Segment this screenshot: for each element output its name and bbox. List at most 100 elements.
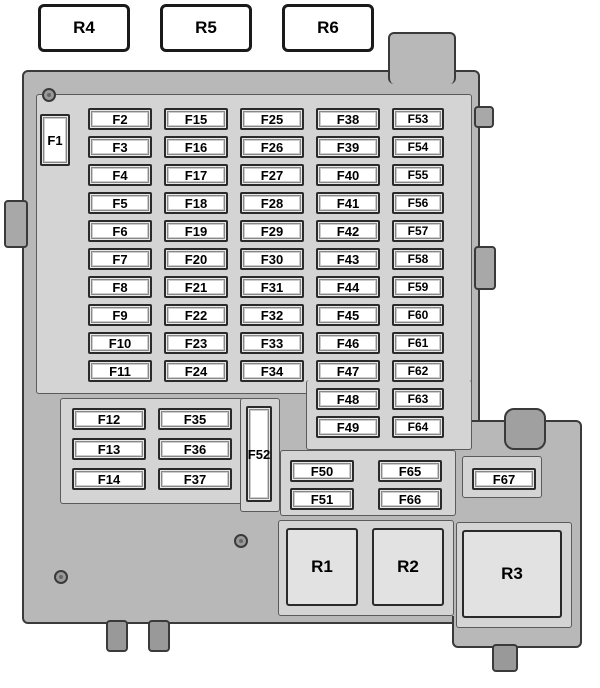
- fuse-F1: F1: [40, 114, 70, 166]
- fuse-F16: F16: [164, 136, 228, 158]
- relay-R4: R4: [38, 4, 130, 52]
- fuse-F50-label: F50: [293, 463, 351, 479]
- clip-left: [4, 200, 28, 248]
- fuse-F4-label: F4: [91, 167, 149, 183]
- fuse-F9: F9: [88, 304, 152, 326]
- fuse-F48-label: F48: [319, 391, 377, 407]
- fuse-F11-label: F11: [91, 363, 149, 379]
- fuse-F6-label: F6: [91, 223, 149, 239]
- fuse-F62: F62: [392, 360, 444, 382]
- fuse-F18-label: F18: [167, 195, 225, 211]
- fuse-F42-label: F42: [319, 223, 377, 239]
- fuse-F14: F14: [72, 468, 146, 490]
- fuse-F40: F40: [316, 164, 380, 186]
- fuse-F59-label: F59: [395, 279, 441, 295]
- fuse-F8: F8: [88, 276, 152, 298]
- fuse-F39-label: F39: [319, 139, 377, 155]
- fuse-F42: F42: [316, 220, 380, 242]
- fuse-F11: F11: [88, 360, 152, 382]
- fuse-F43: F43: [316, 248, 380, 270]
- fuse-F56-label: F56: [395, 195, 441, 211]
- fuse-F36-label: F36: [161, 441, 229, 457]
- fuse-F67: F67: [472, 468, 536, 490]
- fuse-F6: F6: [88, 220, 152, 242]
- fuse-F7: F7: [88, 248, 152, 270]
- relay-R3: R3: [462, 530, 562, 618]
- fuse-F32: F32: [240, 304, 304, 326]
- fuse-F20-label: F20: [167, 251, 225, 267]
- fuse-F64: F64: [392, 416, 444, 438]
- fuse-F17: F17: [164, 164, 228, 186]
- fuse-F57: F57: [392, 220, 444, 242]
- fuse-F60: F60: [392, 304, 444, 326]
- fuse-F65-label: F65: [381, 463, 439, 479]
- fuse-box-diagram: R4R5R6F1F2F3F4F5F6F7F8F9F10F11F15F16F17F…: [0, 0, 600, 688]
- fuse-F46-label: F46: [319, 335, 377, 351]
- fuse-F41-label: F41: [319, 195, 377, 211]
- fuse-F36: F36: [158, 438, 232, 460]
- housing-top-ext: [388, 32, 456, 84]
- fuse-F7-label: F7: [91, 251, 149, 267]
- fuse-F33: F33: [240, 332, 304, 354]
- fuse-F26: F26: [240, 136, 304, 158]
- fuse-F17-label: F17: [167, 167, 225, 183]
- relay-R5: R5: [160, 4, 252, 52]
- fuse-F19: F19: [164, 220, 228, 242]
- fuse-F64-label: F64: [395, 419, 441, 435]
- fuse-F14-label: F14: [75, 471, 143, 487]
- fuse-F51: F51: [290, 488, 354, 510]
- fuse-F12: F12: [72, 408, 146, 430]
- fuse-F19-label: F19: [167, 223, 225, 239]
- fuse-F43-label: F43: [319, 251, 377, 267]
- clip-bottom-1: [106, 620, 128, 652]
- fuse-F22: F22: [164, 304, 228, 326]
- fuse-F33-label: F33: [243, 335, 301, 351]
- fuse-F55: F55: [392, 164, 444, 186]
- fuse-F31-label: F31: [243, 279, 301, 295]
- fuse-F48: F48: [316, 388, 380, 410]
- fuse-F38-label: F38: [319, 111, 377, 127]
- screw-3: [54, 570, 68, 584]
- fuse-F60-label: F60: [395, 307, 441, 323]
- fuse-F27-label: F27: [243, 167, 301, 183]
- fuse-F44-label: F44: [319, 279, 377, 295]
- fuse-F30-label: F30: [243, 251, 301, 267]
- fuse-F54-label: F54: [395, 139, 441, 155]
- fuse-F3-label: F3: [91, 139, 149, 155]
- fuse-F45: F45: [316, 304, 380, 326]
- fuse-F22-label: F22: [167, 307, 225, 323]
- fuse-F24: F24: [164, 360, 228, 382]
- fuse-F3: F3: [88, 136, 152, 158]
- fuse-F28: F28: [240, 192, 304, 214]
- fuse-F10-label: F10: [91, 335, 149, 351]
- fuse-F46: F46: [316, 332, 380, 354]
- fuse-F66: F66: [378, 488, 442, 510]
- fuse-F13-label: F13: [75, 441, 143, 457]
- fuse-F52: F52: [246, 406, 272, 502]
- clip-bottom-right: [492, 644, 518, 672]
- fuse-F4: F4: [88, 164, 152, 186]
- fuse-F25: F25: [240, 108, 304, 130]
- fuse-F18: F18: [164, 192, 228, 214]
- fuse-F5: F5: [88, 192, 152, 214]
- fuse-F58-label: F58: [395, 251, 441, 267]
- connector-right: [504, 408, 546, 450]
- fuse-F35: F35: [158, 408, 232, 430]
- fuse-F1-label: F1: [43, 117, 67, 163]
- fuse-F53-label: F53: [395, 111, 441, 127]
- fuse-F9-label: F9: [91, 307, 149, 323]
- fuse-F44: F44: [316, 276, 380, 298]
- fuse-F2-label: F2: [91, 111, 149, 127]
- fuse-F50: F50: [290, 460, 354, 482]
- fuse-F55-label: F55: [395, 167, 441, 183]
- fuse-F62-label: F62: [395, 363, 441, 379]
- screw-1: [42, 88, 56, 102]
- fuse-F23-label: F23: [167, 335, 225, 351]
- fuse-F13: F13: [72, 438, 146, 460]
- fuse-F28-label: F28: [243, 195, 301, 211]
- fuse-F34-label: F34: [243, 363, 301, 379]
- fuse-F35-label: F35: [161, 411, 229, 427]
- fuse-F27: F27: [240, 164, 304, 186]
- fuse-F66-label: F66: [381, 491, 439, 507]
- clip-right-1: [474, 246, 496, 290]
